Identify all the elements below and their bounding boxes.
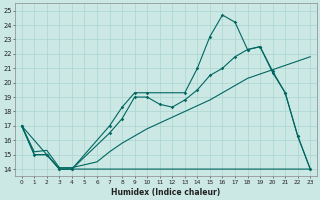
X-axis label: Humidex (Indice chaleur): Humidex (Indice chaleur) [111,188,220,197]
